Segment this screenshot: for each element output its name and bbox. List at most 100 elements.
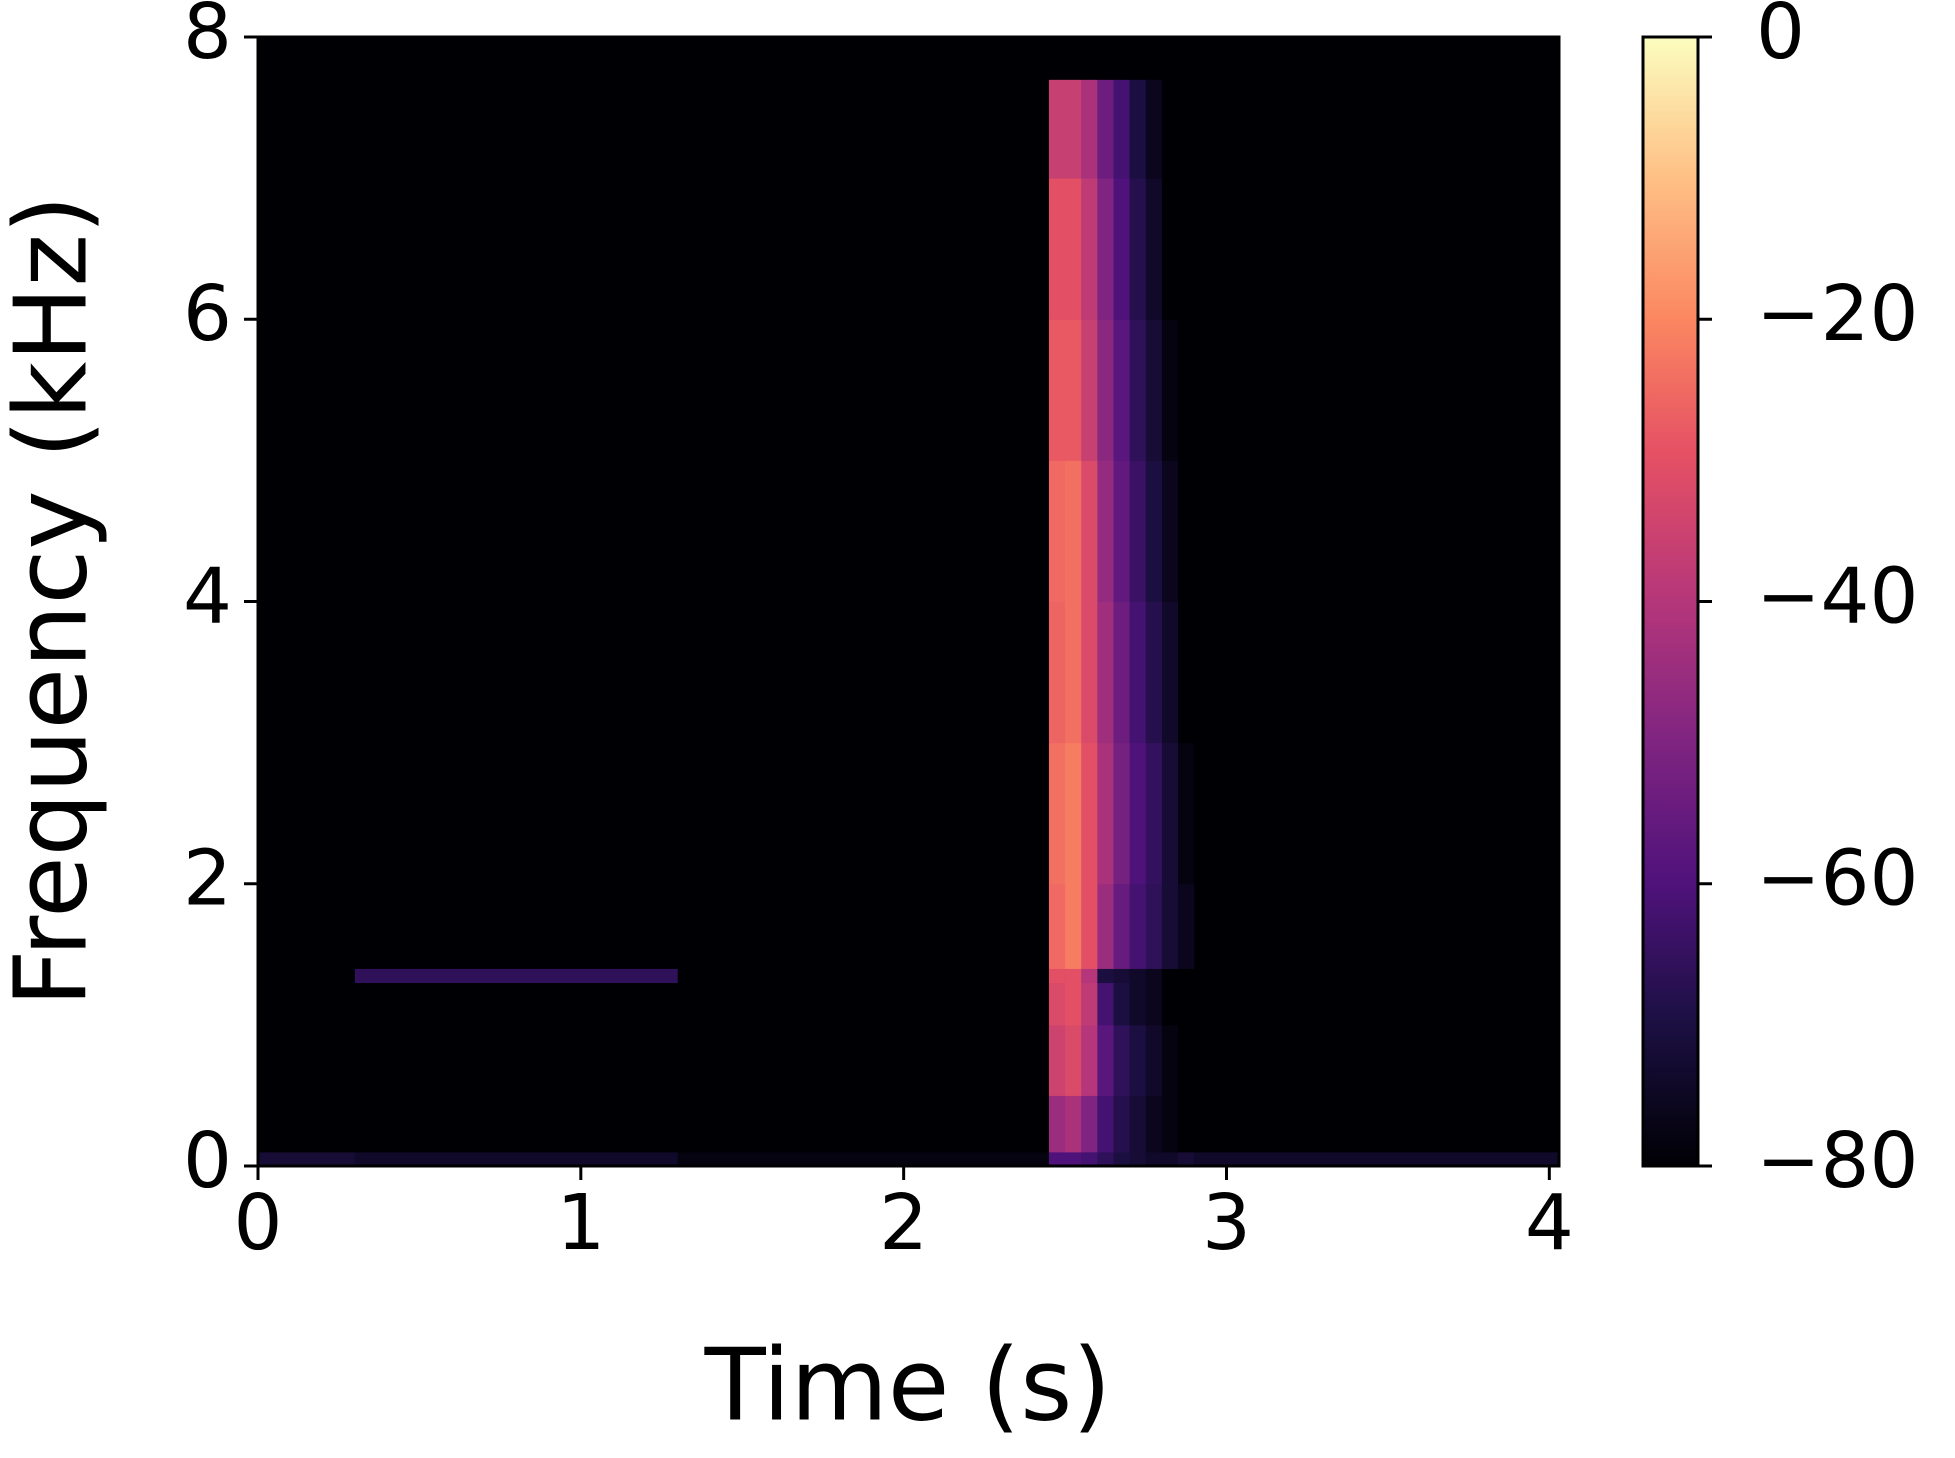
heatmap-cell	[1178, 968, 1195, 984]
heatmap-cell	[1048, 1024, 1066, 1096]
heatmap-cell	[677, 1024, 1050, 1096]
heatmap-cell	[1065, 742, 1082, 885]
heatmap-cell	[1178, 1095, 1195, 1153]
heatmap-cell	[1113, 883, 1131, 969]
heatmap-cell	[1161, 1024, 1179, 1096]
x-tick-label: 4	[1525, 1179, 1574, 1268]
heatmap-cell	[1097, 968, 1114, 984]
heatmap-cell	[1081, 460, 1098, 602]
heatmap-cell	[1161, 883, 1179, 969]
heatmap-cell	[1081, 319, 1098, 461]
heatmap-cell	[1097, 460, 1114, 602]
heatmap-cell	[1097, 1151, 1114, 1167]
heatmap-cell	[258, 982, 356, 1026]
heatmap-cell	[1145, 968, 1163, 984]
heatmap-cell	[1097, 178, 1114, 320]
heatmap-cell	[1178, 982, 1195, 1026]
heatmap-cell	[354, 968, 679, 984]
heatmap-cell	[1097, 1095, 1114, 1153]
heatmap-cell	[1178, 178, 1195, 320]
heatmap-cell	[1178, 1024, 1195, 1096]
heatmap-cell	[1194, 883, 1560, 969]
y-axis-label: Frequency (kHz)	[0, 195, 109, 1007]
heatmap-cell	[1161, 178, 1179, 320]
heatmap-cell	[677, 883, 1050, 969]
heatmap-cell	[1129, 601, 1147, 744]
heatmap-cell	[1065, 319, 1082, 461]
heatmap-cell	[1048, 178, 1066, 320]
heatmap-cell	[1178, 460, 1195, 602]
heatmap-cell	[1178, 319, 1195, 461]
heatmap-cell	[1161, 1095, 1179, 1153]
heatmap-cell	[354, 79, 679, 179]
heatmap-cell	[1129, 1024, 1147, 1096]
heatmap-cell	[1081, 79, 1098, 179]
heatmap-cell	[1129, 319, 1147, 461]
heatmap-cell	[1145, 742, 1163, 885]
y-tick-label: 0	[183, 1117, 232, 1206]
heatmap-cell	[1065, 883, 1082, 969]
heatmap-cell	[1194, 1151, 1560, 1167]
heatmap-cell	[1048, 37, 1066, 80]
heatmap-cell	[1145, 1151, 1163, 1167]
heatmap-cell	[258, 79, 356, 179]
heatmap-cell	[1113, 460, 1131, 602]
heatmap-cell	[258, 742, 356, 885]
x-tick-label: 3	[1202, 1179, 1251, 1268]
heatmap-cell	[1048, 883, 1066, 969]
heatmap-cell	[1194, 460, 1560, 602]
heatmap-cell	[1113, 982, 1131, 1026]
heatmap-cell	[1129, 883, 1147, 969]
heatmap-cell	[1161, 742, 1179, 885]
heatmap-cell	[1048, 968, 1066, 984]
heatmap-cell	[1194, 319, 1560, 461]
colorbar-tick-label: 0	[1756, 0, 1805, 77]
heatmap-cell	[1048, 1095, 1066, 1153]
heatmap-cell	[1145, 1095, 1163, 1153]
heatmap-cell	[677, 1151, 1050, 1167]
heatmap-cell	[1178, 742, 1195, 885]
heatmap-cell	[1097, 1024, 1114, 1096]
x-tick-label: 2	[879, 1179, 928, 1268]
heatmap-cell	[1161, 1151, 1179, 1167]
heatmap-cell	[1145, 319, 1163, 461]
heatmap-cell	[354, 742, 679, 885]
heatmap-cell	[1081, 1095, 1098, 1153]
heatmap-cell	[1178, 37, 1195, 80]
heatmap-cell	[1194, 178, 1560, 320]
heatmap-cell	[1145, 601, 1163, 744]
heatmap-cell	[1145, 178, 1163, 320]
heatmap-cell	[1113, 1024, 1131, 1096]
heatmap-cell	[1145, 79, 1163, 179]
heatmap-cell	[354, 982, 679, 1026]
heatmap-cell	[1161, 460, 1179, 602]
x-tick-label: 1	[556, 1179, 605, 1268]
heatmap-cell	[1097, 982, 1114, 1026]
heatmap-cell	[1145, 37, 1163, 80]
heatmap-cell	[1113, 37, 1131, 80]
heatmap-cell	[1161, 79, 1179, 179]
heatmap-cell	[1129, 982, 1147, 1026]
heatmap-cell	[1113, 601, 1131, 744]
heatmap-cell	[258, 1151, 356, 1167]
heatmap-cell	[1129, 1151, 1147, 1167]
y-tick-label: 8	[183, 0, 232, 77]
x-axis-label: Time (s)	[704, 1326, 1112, 1443]
heatmap-cell	[1145, 460, 1163, 602]
heatmap-cell	[354, 883, 679, 969]
y-tick-label: 2	[183, 835, 232, 924]
heatmap-cell	[1065, 1095, 1082, 1153]
heatmap-cell	[1048, 460, 1066, 602]
heatmap-cell	[258, 968, 356, 984]
heatmap-cell	[1129, 79, 1147, 179]
heatmap-cell	[1048, 1151, 1066, 1167]
heatmap-cell	[354, 1151, 679, 1167]
heatmap-cell	[677, 968, 1050, 984]
heatmap-cell	[1113, 319, 1131, 461]
heatmap-cell	[1097, 79, 1114, 179]
heatmap-cell	[1081, 1151, 1098, 1167]
heatmap-cell	[677, 982, 1050, 1026]
heatmap-cell	[1129, 1095, 1147, 1153]
heatmap-cell	[1081, 1024, 1098, 1096]
